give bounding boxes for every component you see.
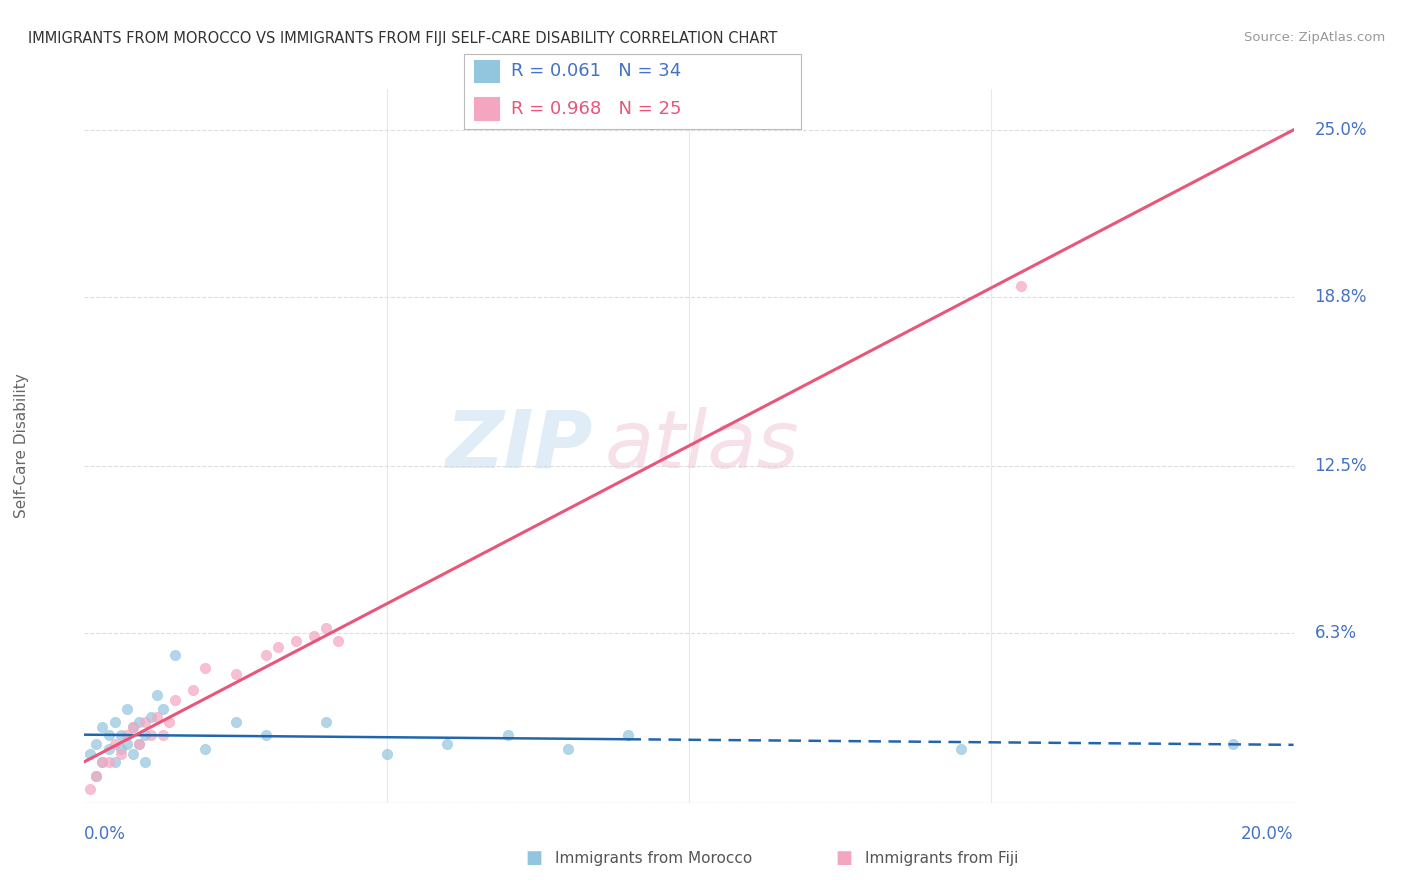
- Point: [194, 661, 217, 675]
- Point: [225, 666, 247, 681]
- Text: ■: ■: [526, 849, 543, 867]
- Point: [128, 714, 150, 729]
- Point: [110, 742, 132, 756]
- Point: [86, 769, 108, 783]
- Point: [557, 742, 579, 756]
- Point: [496, 729, 519, 743]
- Point: [86, 769, 108, 783]
- Point: [152, 701, 174, 715]
- Text: 0.0%: 0.0%: [84, 825, 127, 843]
- Point: [284, 634, 308, 648]
- Point: [121, 720, 143, 734]
- Text: 12.5%: 12.5%: [1315, 458, 1367, 475]
- Point: [134, 714, 156, 729]
- Text: 25.0%: 25.0%: [1315, 120, 1367, 138]
- Point: [225, 714, 247, 729]
- Point: [104, 737, 127, 751]
- Text: Source: ZipAtlas.com: Source: ZipAtlas.com: [1244, 31, 1385, 45]
- Text: R = 0.061   N = 34: R = 0.061 N = 34: [512, 62, 682, 80]
- Point: [254, 729, 277, 743]
- Text: ■: ■: [835, 849, 852, 867]
- Point: [617, 729, 640, 743]
- Point: [157, 714, 180, 729]
- Point: [115, 737, 138, 751]
- Point: [97, 729, 120, 743]
- Text: 6.3%: 6.3%: [1315, 624, 1357, 642]
- Point: [115, 729, 138, 743]
- Point: [86, 737, 108, 751]
- Point: [128, 737, 150, 751]
- Text: IMMIGRANTS FROM MOROCCO VS IMMIGRANTS FROM FIJI SELF-CARE DISABILITY CORRELATION: IMMIGRANTS FROM MOROCCO VS IMMIGRANTS FR…: [28, 31, 778, 46]
- Point: [128, 737, 150, 751]
- Point: [194, 742, 217, 756]
- Point: [91, 756, 114, 770]
- Point: [79, 782, 101, 797]
- Point: [110, 729, 132, 743]
- Point: [1010, 278, 1032, 293]
- Text: ZIP: ZIP: [444, 407, 592, 485]
- Text: 18.8%: 18.8%: [1315, 287, 1367, 306]
- Point: [146, 688, 169, 702]
- Point: [950, 742, 973, 756]
- Point: [134, 756, 156, 770]
- Point: [91, 720, 114, 734]
- Point: [1222, 737, 1244, 751]
- Point: [152, 729, 174, 743]
- Point: [91, 756, 114, 770]
- Bar: [474, 60, 499, 82]
- Point: [104, 756, 127, 770]
- Text: 20.0%: 20.0%: [1241, 825, 1294, 843]
- Text: Immigrants from Morocco: Immigrants from Morocco: [555, 851, 752, 865]
- Point: [267, 640, 290, 654]
- Text: R = 0.968   N = 25: R = 0.968 N = 25: [512, 100, 682, 118]
- Point: [181, 682, 204, 697]
- Point: [139, 709, 162, 723]
- Point: [375, 747, 398, 762]
- Point: [139, 729, 162, 743]
- Point: [436, 737, 458, 751]
- Point: [146, 709, 169, 723]
- Point: [163, 648, 186, 662]
- Point: [315, 714, 337, 729]
- Point: [79, 747, 101, 762]
- Point: [315, 621, 337, 635]
- Point: [110, 747, 132, 762]
- Point: [121, 747, 143, 762]
- Point: [121, 720, 143, 734]
- Point: [163, 693, 186, 707]
- Text: Immigrants from Fiji: Immigrants from Fiji: [865, 851, 1018, 865]
- Point: [104, 714, 127, 729]
- Text: Self-Care Disability: Self-Care Disability: [14, 374, 28, 518]
- Point: [328, 634, 350, 648]
- Point: [254, 648, 277, 662]
- Point: [97, 742, 120, 756]
- Bar: [474, 97, 499, 120]
- Text: atlas: atlas: [605, 407, 799, 485]
- Point: [302, 629, 325, 643]
- Point: [115, 701, 138, 715]
- Point: [134, 729, 156, 743]
- Point: [97, 756, 120, 770]
